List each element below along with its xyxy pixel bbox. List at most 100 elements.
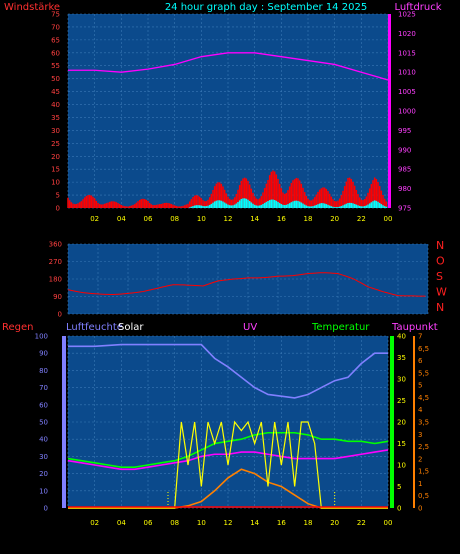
wind-tick-label: 70 [51,23,60,31]
pressure-tick-label: 1000 [398,108,416,116]
pressure-axis-bar [388,14,391,208]
series-luftfeuchte [68,343,388,399]
temp-tick-label: 5 [397,483,401,491]
pressure-tick-label: 995 [398,127,411,135]
direction-tick-label: 90 [53,293,62,301]
wind-tick-label: 0 [56,205,60,213]
taupunkt-tick-label: 1 [418,480,422,488]
humidity-tick-label: 0 [44,505,48,513]
x-tick-label: 04 [117,215,126,223]
humidity-axis-bar [62,336,66,508]
wind-pressure-series [67,52,389,208]
uv-label: UV [243,322,257,333]
wind-tick-label: 20 [51,153,60,161]
solar-label: Solar [118,322,144,333]
compass-label: N [436,239,444,252]
wind-tick-label: 30 [51,127,60,135]
series-windrichtung [67,272,426,297]
temp-tick-label: 40 [397,333,406,341]
taupunkt-tick-label: 6,5 [418,345,429,353]
wind-tick-label: 40 [51,101,60,109]
windstaerke-label: Windstärke [4,2,60,13]
taupunkt-tick-label: 5,5 [418,369,429,377]
x-tick-label: 14 [250,519,259,527]
taupunkt-axis-bar [413,336,415,508]
x-tick-label: 20 [330,215,339,223]
luftdruck-label: Luftdruck [394,2,441,13]
x-tick-label: 02 [90,519,99,527]
direction-tick-label: 270 [49,258,62,266]
wind-tick-label: 65 [51,36,60,44]
x-tick-label: 16 [277,519,286,527]
x-tick-label: 06 [144,519,153,527]
x-tick-label: 16 [277,215,286,223]
direction-tick-label: 0 [58,311,62,319]
pressure-tick-label: 985 [398,166,411,174]
taupunkt-tick-label: 4 [418,406,423,414]
temp-tick-label: 20 [397,419,406,427]
series-luftdruck [68,52,389,81]
pressure-tick-label: 980 [398,185,411,193]
pressure-tick-label: 975 [398,205,411,213]
humidity-tick-label: 30 [39,453,48,461]
humidity-axis-ticks: 0 10 20 30 40 50 60 70 80 90 100 [35,333,48,513]
taupunkt-tick-label: 2,5 [418,443,429,451]
direction-tick-label: 180 [49,276,62,284]
taupunkt-tick-label: 4,5 [418,394,429,402]
x-tick-label: 14 [250,215,259,223]
humidity-tick-label: 40 [39,436,48,444]
x-tick-label: 08 [170,519,179,527]
x-tick-label: 10 [197,519,206,527]
taupunkt-tick-label: 2 [418,455,422,463]
direction-axis-ticks: 0 90 180 270 360 [49,241,62,319]
wind-tick-label: 60 [51,49,60,57]
taupunkt-tick-label: 0 [418,505,422,513]
wind-tick-label: 10 [51,179,60,187]
panel-wind-pressure-grid [67,13,389,209]
taupunkt-tick-label: 3 [418,431,422,439]
pressure-axis-ticks: 975 980 985 990 995 1000 1005 1010 1015 1020 1025 [398,11,416,213]
x-tick-label: 00 [384,215,393,223]
series-taupunkt [67,449,389,471]
pressure-tick-label: 1025 [398,11,416,19]
wind-tick-label: 15 [51,166,60,174]
temp-tick-label: 30 [397,376,406,384]
series-uv [68,420,388,509]
temp-tick-label: 0 [397,505,401,513]
x-tick-label: 22 [357,519,366,527]
x-tick-label: 08 [170,215,179,223]
direction-tick-label: 360 [49,241,62,249]
x-tick-label: 10 [197,215,206,223]
taupunkt-label: Taupunkt [391,322,438,333]
humidity-tick-label: 100 [35,333,48,341]
humidity-tick-label: 80 [39,367,48,375]
panel-wind-pressure-x-ticks: 02 04 06 08 10 12 14 16 18 20 22 00 [90,215,392,223]
temperatur-label: Temperatur [311,322,370,333]
pressure-tick-label: 990 [398,146,411,154]
wind-tick-label: 50 [51,75,60,83]
panel-wind-direction-grid [67,243,429,315]
temperature-axis-ticks: 0 5 10 15 20 25 30 35 40 [397,333,406,513]
humidity-tick-label: 70 [39,384,48,392]
humidity-tick-label: 60 [39,401,48,409]
panel-humidity-temp-grid [67,335,389,509]
humidity-tick-label: 20 [39,470,48,478]
compass-label: N [436,301,444,314]
temp-tick-label: 10 [397,462,406,470]
pressure-tick-label: 1015 [398,49,416,57]
x-tick-label: 02 [90,215,99,223]
wind-direction-series [67,272,426,297]
wind-tick-label: 45 [51,88,60,96]
x-tick-label: 18 [304,215,313,223]
x-tick-label: 00 [384,519,393,527]
wind-tick-label: 55 [51,62,60,70]
x-tick-label: 12 [224,519,233,527]
temp-tick-label: 35 [397,354,406,362]
panel-humidity-temp-x-ticks: 02 04 06 08 10 12 14 16 18 20 22 00 [90,519,392,527]
wind-tick-label: 5 [56,192,60,200]
pressure-tick-label: 1005 [398,88,416,96]
pressure-tick-label: 1010 [398,69,416,77]
taupunkt-tick-label: 1,5 [418,468,429,476]
